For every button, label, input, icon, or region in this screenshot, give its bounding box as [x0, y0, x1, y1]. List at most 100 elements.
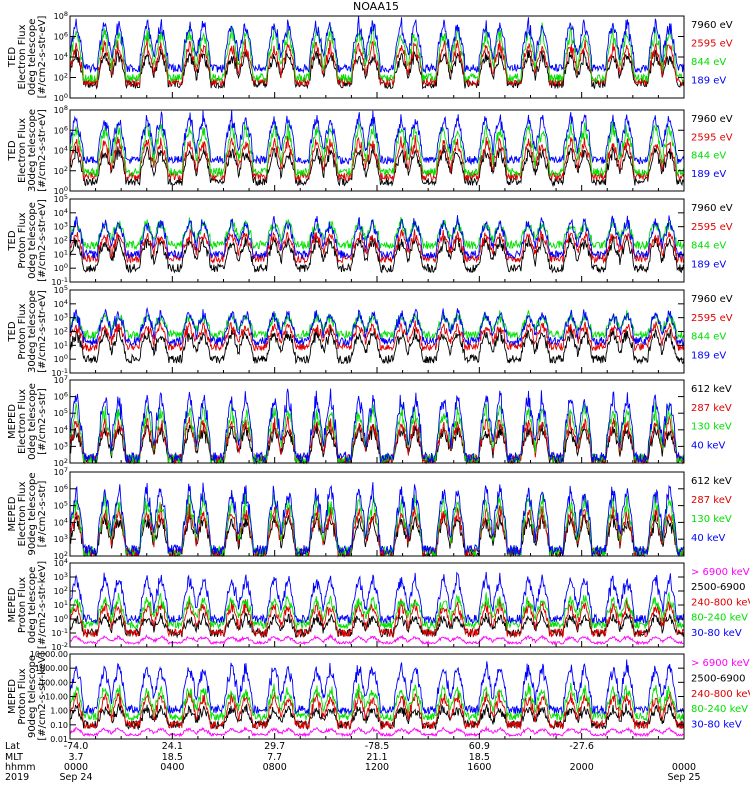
y-tick-label-p5-0: 107 [54, 374, 68, 385]
time-row-label-1: MLT [5, 752, 23, 763]
time-tick-mlt-1: 18.5 [162, 752, 183, 763]
legend-label-p2-2: 844 eV [691, 151, 726, 162]
y-axis-label-line: MEPED [7, 496, 18, 531]
y-axis-label-line: Electron Flux [17, 389, 28, 454]
legend-label-p8-4: 30-80 keV [691, 720, 742, 731]
time-tick-mlt-4: 18.5 [469, 752, 490, 763]
y-axis-label-line: [#/cm2-s-str-keV] [37, 561, 48, 649]
y-tick-label-p8-2: 100.00 [40, 678, 68, 687]
y-axis-label-line: TED [7, 140, 18, 161]
y-axis-label-p6: MEPEDElectron Flux90deg telescope[#/cm2-… [7, 472, 48, 555]
y-tick-label-p4-4: 101 [54, 339, 68, 350]
y-axis-label-line: MEPED [7, 587, 18, 622]
time-row-label-0: Lat [5, 741, 20, 752]
y-tick-label-p4-0: 105 [54, 284, 68, 295]
series-line-p7-4 [69, 571, 685, 625]
series-line-p2-2 [69, 121, 685, 178]
y-axis-label-line: TED [7, 321, 18, 342]
y-tick-label-p1-3: 102 [54, 72, 68, 83]
series-line-p7-2 [69, 598, 685, 639]
y-axis-label-line: MEPED [7, 404, 18, 439]
time-tick-mlt-3: 21.1 [366, 752, 387, 763]
time-tick-hhmm-0: 0000 [64, 762, 88, 773]
y-tick-label-p5-2: 105 [54, 407, 68, 418]
y-axis-label-p7: MEPEDProton Flux0deg telescope[#/cm2-s-s… [7, 561, 48, 649]
series-line-p1-3 [69, 15, 685, 74]
time-tick-hhmm-2: 0800 [263, 762, 287, 773]
y-axis-label-p1: TEDElectron Flux0deg telescope[#/cm2-s-s… [7, 16, 48, 99]
y-axis-label-line: 30deg telescope [27, 109, 38, 192]
y-tick-label-p7-1: 103 [54, 571, 68, 582]
legend-label-p1-2: 844 eV [691, 57, 726, 68]
y-tick-label-p5-4: 103 [54, 440, 68, 451]
series-line-p3-3 [69, 215, 685, 260]
legend-label-p8-0: > 6900 keV [691, 658, 750, 669]
panel-7: > 6900 keV 2500-6900 240-800 keV 80-240 keV… [7, 557, 750, 652]
y-axis-label-line: [#/cm2-s-str-eV] [37, 109, 48, 192]
legend-label-p6-2: 130 keV [691, 514, 732, 525]
panel-4: 7960 eV 2595 eV 844 eV 189 eV 105 104 103 102 10… [7, 284, 733, 378]
y-axis-label-line: Proton Flux [17, 577, 28, 633]
y-tick-label-p8-3: 10.00 [45, 693, 68, 702]
y-tick-label-p3-2: 103 [54, 221, 68, 232]
series-line-p3-0 [69, 233, 685, 274]
legend-label-p4-0: 7960 eV [691, 294, 733, 305]
legend-label-p8-2: 240-800 keV [691, 689, 750, 700]
y-tick-label-p6-2: 105 [54, 500, 68, 511]
y-tick-label-p7-6: 10-2 [51, 641, 68, 652]
panel-5: 612 keV 287 keV 130 keV 40 keV 107 106 105 104 1… [7, 374, 732, 468]
time-tick-mlt-0: 3.7 [68, 752, 83, 763]
time-tick-lat-2: 29.7 [264, 741, 285, 752]
time-tick-mlt-2: 7.7 [267, 752, 282, 763]
y-tick-label-p8-4: 1.00 [50, 707, 68, 716]
y-tick-label-p4-3: 102 [54, 326, 68, 337]
y-axis-label-line: [#/cm2-s-str] [37, 480, 48, 547]
series-line-p3-1 [69, 228, 685, 265]
y-tick-label-p1-0: 108 [54, 10, 68, 21]
series-line-p1-2 [69, 22, 685, 84]
legend-label-p8-1: 2500-6900 [691, 673, 746, 684]
series-line-p4-0 [69, 325, 685, 365]
time-tick-hhmm-1: 0400 [160, 762, 184, 773]
y-axis-label-line: [#/cm2-s-str-eV] [37, 290, 48, 373]
time-tick-hhmm-4: 1600 [467, 762, 491, 773]
series-line-p7-1 [69, 610, 685, 639]
panel-2: 7960 eV 2595 eV 844 eV 189 eV 108 106 104 102 10… [7, 104, 733, 196]
series-line-p4-3 [69, 306, 685, 347]
y-axis-label-line: 0deg telescope [27, 19, 38, 96]
y-tick-label-p2-4: 100 [54, 185, 68, 196]
y-tick-label-p7-2: 102 [54, 585, 68, 596]
y-axis-label-p4: TEDProton Flux30deg telescope[#/cm2-s-st… [7, 290, 48, 373]
series-line-p8-2 [69, 690, 685, 731]
time-row-label-2: hhmm [5, 762, 36, 773]
y-tick-label-p7-5: 10-1 [51, 627, 68, 638]
legend-label-p4-2: 844 eV [691, 332, 726, 343]
series-line-p4-2 [69, 310, 685, 341]
panel-1: 7960 eV 2595 eV 844 eV 189 eV 108 106 104 102 10… [7, 10, 733, 103]
panel-6: 612 keV 287 keV 130 keV 40 keV 107 106 105 104 1… [7, 466, 732, 561]
legend-label-p6-0: 612 keV [691, 476, 732, 487]
y-axis-label-p5: MEPEDElectron Flux0deg telescope[#/cm2-s… [7, 383, 48, 460]
y-tick-label-p4-1: 104 [54, 298, 68, 309]
series-line-p2-0 [69, 144, 685, 188]
legend-label-p2-1: 2595 eV [691, 132, 733, 143]
y-tick-label-p5-3: 104 [54, 424, 68, 435]
y-tick-label-p1-2: 104 [54, 51, 68, 62]
time-tick-lat-1: 24.1 [162, 741, 183, 752]
y-tick-label-p6-4: 103 [54, 533, 68, 544]
y-tick-label-p3-1: 104 [54, 207, 68, 218]
legend-label-p6-3: 40 keV [691, 533, 725, 544]
legend-label-p3-2: 844 eV [691, 241, 726, 252]
legend-label-p3-1: 2595 eV [691, 222, 733, 233]
time-tick-lat-3: -78.5 [365, 741, 390, 752]
legend-label-p4-3: 189 eV [691, 350, 726, 361]
time-row-label-3: 2019 [5, 772, 29, 783]
y-axis-label-line: MEPED [7, 679, 18, 714]
y-tick-label-p2-0: 108 [54, 104, 68, 115]
legend-label-p7-0: > 6900 keV [691, 567, 750, 578]
y-tick-label-p1-4: 100 [54, 92, 68, 103]
y-tick-label-p8-0: 10000.00 [30, 650, 68, 659]
y-tick-label-p2-2: 104 [54, 145, 68, 156]
